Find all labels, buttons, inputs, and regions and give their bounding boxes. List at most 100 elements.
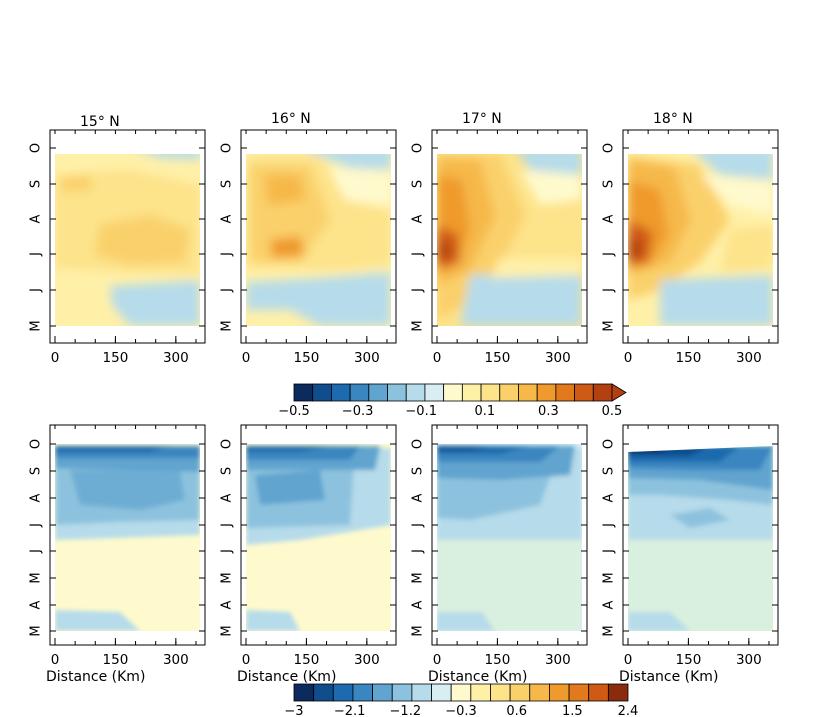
y-tick-label: M (220, 625, 235, 636)
colorbar-swatch (293, 683, 315, 702)
y-tick-label: M (29, 320, 44, 331)
x-tick-label: 300 (736, 652, 762, 668)
top-panel-1-title: 15° N (80, 114, 120, 130)
y-tick-label: J (29, 252, 44, 257)
colorbar-swatch (372, 683, 393, 702)
colorbar-swatch (391, 683, 413, 702)
y-tick-label: S (220, 180, 235, 188)
y-tick-label: A (220, 214, 235, 223)
colorbar-swatch (574, 383, 594, 402)
colorbar-swatch (352, 683, 373, 702)
colorbar-swatch (431, 683, 452, 702)
colorbar-tick-label: −1.2 (390, 704, 422, 717)
x-tick-label: 0 (242, 350, 251, 366)
x-tick-label: 0 (51, 350, 60, 366)
colorbar-swatch (480, 383, 501, 402)
panel-frame (622, 424, 779, 646)
bottom-panel-4-field (628, 444, 773, 631)
x-tick-label: 300 (354, 652, 380, 668)
colorbar-swatch (588, 683, 609, 702)
x-tick-label: 0 (51, 652, 60, 668)
y-tick-label: M (220, 572, 235, 583)
y-tick-label: A (29, 493, 44, 502)
colorbar-swatch (331, 383, 351, 402)
x-tick-label: 150 (676, 350, 702, 366)
y-tick-label: A (602, 493, 617, 502)
x-axis-label: Distance (Km) (237, 669, 336, 685)
y-tick-label: A (29, 214, 44, 223)
y-tick-label: M (29, 625, 44, 636)
x-tick-label: 300 (354, 350, 380, 366)
y-tick-label: J (411, 288, 426, 293)
y-tick-label: S (220, 467, 235, 475)
y-tick-label: M (29, 572, 44, 583)
colorbar-swatch (549, 683, 570, 702)
x-tick-label: 300 (736, 350, 762, 366)
y-tick-label: M (602, 572, 617, 583)
x-tick-label: 150 (294, 652, 320, 668)
top-colorbar: −0.5 −0.3 −0.1 0.1 0.3 0.5 (278, 383, 627, 419)
y-tick-label: O (29, 439, 44, 449)
colorbar-swatch (470, 683, 491, 702)
y-tick-label: A (29, 600, 44, 609)
top-panel-2-title: 16° N (271, 111, 311, 127)
y-tick-label: O (602, 439, 617, 449)
x-tick-label: 300 (163, 350, 189, 366)
top-panel-2: 0 150 300 M J J A S O (220, 129, 397, 366)
colorbar-swatch (368, 383, 388, 402)
y-tick-label: J (411, 549, 426, 554)
y-tick-label: S (411, 467, 426, 475)
top-panel-2-field (246, 148, 391, 326)
top-panel-4-title: 18° N (653, 111, 693, 127)
colorbar-tick-label: −0.5 (278, 404, 310, 419)
axes-layer: 0 150 300 M J J A S O 0 150 300 M J J A S O 0 150 300 M J J A S O 0… (29, 129, 779, 685)
y-tick-label: A (411, 493, 426, 502)
colorbar-tick-label: −0.3 (342, 404, 374, 419)
y-tick-label: S (602, 467, 617, 475)
bottom-panel-2-field (246, 444, 391, 631)
colorbar-swatch (443, 383, 463, 402)
panel-frame (431, 129, 588, 344)
y-tick-label: J (29, 523, 44, 528)
colorbar-swatch (568, 683, 590, 702)
colorbar-swatch (293, 383, 314, 402)
colorbar-tick-label: 0.1 (474, 404, 495, 419)
bottom-panel-3-field (437, 444, 582, 631)
y-tick-label: J (411, 252, 426, 257)
colorbar-swatch (332, 683, 354, 702)
y-tick-label: M (602, 625, 617, 636)
colorbar-swatch (450, 683, 472, 702)
colorbar-swatch (405, 383, 426, 402)
colorbar-swatch (518, 383, 538, 402)
panel-frame (240, 129, 397, 344)
y-tick-label: M (411, 320, 426, 331)
colorbar-tick-label: 0.5 (602, 404, 623, 419)
x-tick-label: 0 (624, 652, 633, 668)
bottom-panel-1-field (55, 444, 200, 631)
colorbar-tick-label: 0.3 (538, 404, 559, 419)
x-tick-label: 150 (485, 350, 511, 366)
y-tick-label: M (411, 572, 426, 583)
panel-frame (622, 129, 779, 344)
x-tick-label: 0 (242, 652, 251, 668)
colorbar-swatch (411, 683, 432, 702)
y-tick-label: J (602, 523, 617, 528)
colorbar-tick-label: −3 (284, 704, 303, 717)
y-tick-label: J (602, 252, 617, 257)
x-tick-label: 300 (163, 652, 189, 668)
bottom-panel-2: 0 150 300 M A M J J A S O Distance (Km) (220, 424, 397, 685)
colorbar-swatch (536, 383, 557, 402)
colorbar-extend-arrow (611, 383, 627, 402)
colorbar-swatch (387, 383, 407, 402)
colorbar-swatch (509, 683, 531, 702)
y-tick-label: J (29, 288, 44, 293)
colorbar-swatch (349, 383, 370, 402)
y-tick-label: M (411, 625, 426, 636)
x-tick-label: 150 (485, 652, 511, 668)
y-tick-label: O (29, 143, 44, 153)
panel-frame (431, 424, 588, 646)
y-tick-label: J (29, 549, 44, 554)
colorbar-swatch (424, 383, 445, 402)
colorbar-tick-label: 1.5 (562, 704, 583, 717)
